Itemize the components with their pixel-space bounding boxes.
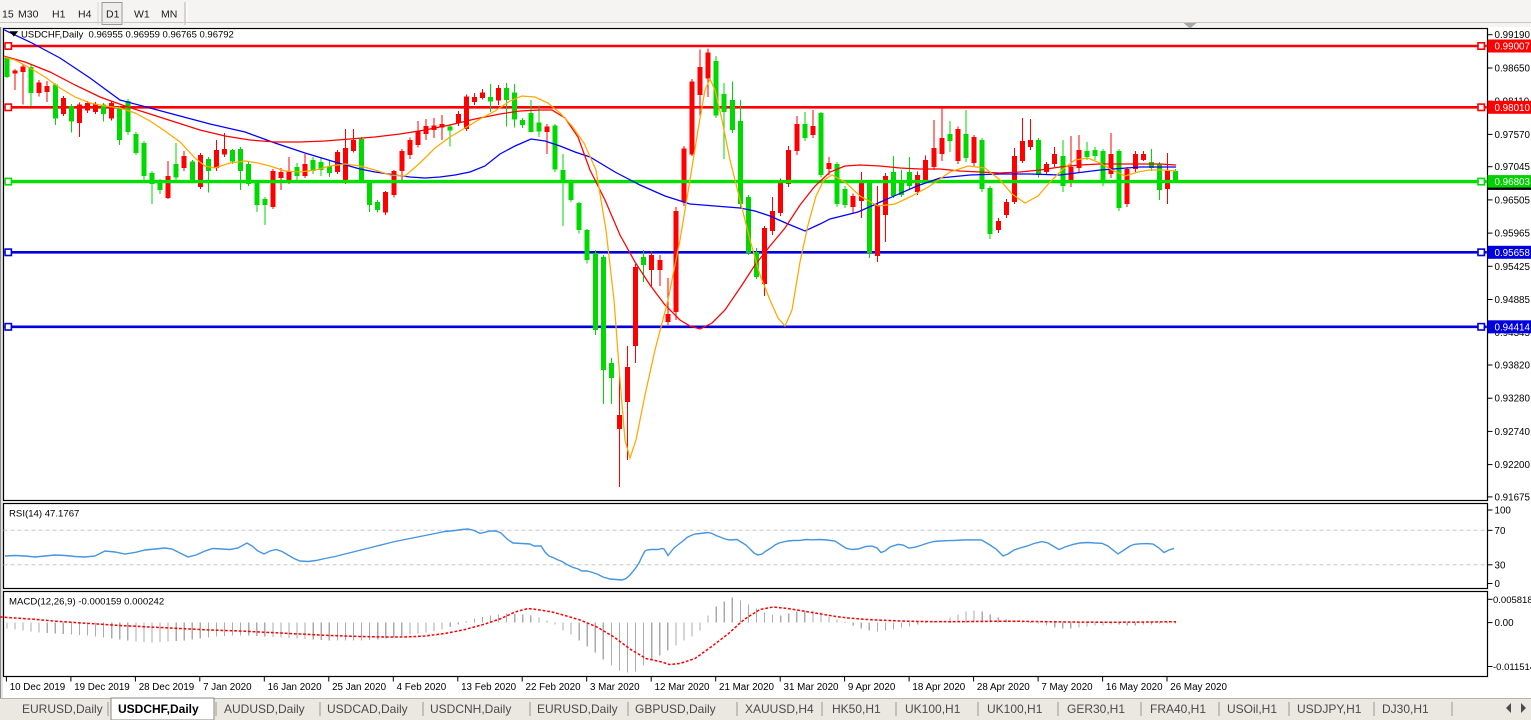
svg-text:0.97570: 0.97570 [1495,130,1531,141]
svg-text:22 Feb 2020: 22 Feb 2020 [526,682,582,693]
svg-text:AUDUSD,Daily: AUDUSD,Daily [224,702,305,716]
svg-text:EURUSD,Daily: EURUSD,Daily [22,702,103,716]
svg-text:28 Apr 2020: 28 Apr 2020 [977,682,1030,693]
svg-text:3 Mar 2020: 3 Mar 2020 [590,682,640,693]
svg-text:70: 70 [1495,526,1506,537]
svg-text:16 Jan 2020: 16 Jan 2020 [268,682,322,693]
svg-text:USDCNH,Daily: USDCNH,Daily [430,702,511,716]
svg-text:30: 30 [1495,560,1506,571]
svg-text:MN: MN [161,9,177,21]
svg-text:0.99007: 0.99007 [1495,42,1530,53]
svg-text:0.95658: 0.95658 [1495,248,1531,259]
svg-text:0.92200: 0.92200 [1495,460,1531,471]
svg-text:UK100,H1: UK100,H1 [905,702,961,716]
svg-text:USDCAD,Daily: USDCAD,Daily [327,702,408,716]
svg-text:0.94345: 0.94345 [1495,328,1531,339]
svg-text:13 Feb 2020: 13 Feb 2020 [461,682,517,693]
svg-text:18 Apr 2020: 18 Apr 2020 [912,682,965,693]
svg-text:28 Dec 2019: 28 Dec 2019 [139,682,195,693]
svg-text:0.93280: 0.93280 [1495,394,1531,405]
svg-text:HK50,H1: HK50,H1 [832,702,881,716]
svg-text:USDCHF,Daily: USDCHF,Daily [118,702,199,716]
svg-text:DJ30,H1: DJ30,H1 [1382,702,1429,716]
svg-text:D1: D1 [106,9,120,21]
svg-text:FRA40,H1: FRA40,H1 [1150,702,1206,716]
svg-text:0.98650: 0.98650 [1495,64,1531,75]
svg-text:M30: M30 [18,9,39,21]
svg-text:9 Apr 2020: 9 Apr 2020 [848,682,896,693]
svg-text:UK100,H1: UK100,H1 [987,702,1043,716]
svg-text:25 Jan 2020: 25 Jan 2020 [332,682,386,693]
svg-text:-0.011514: -0.011514 [1493,662,1531,673]
svg-text:EURUSD,Daily: EURUSD,Daily [537,702,618,716]
svg-text:XAUUSD,H4: XAUUSD,H4 [745,702,814,716]
svg-text:7 Jan 2020: 7 Jan 2020 [203,682,252,693]
svg-text:0.98010: 0.98010 [1495,103,1531,114]
svg-text:RSI(14) 47.1767: RSI(14) 47.1767 [9,509,79,520]
svg-text:100: 100 [1495,506,1512,517]
svg-text:USOil,H1: USOil,H1 [1227,702,1277,716]
svg-text:USDJPY,H1: USDJPY,H1 [1297,702,1362,716]
svg-text:0.96505: 0.96505 [1495,195,1531,206]
svg-text:H4: H4 [78,9,92,21]
svg-text:21 Mar 2020: 21 Mar 2020 [719,682,775,693]
svg-text:W1: W1 [134,9,150,21]
svg-text:0.92740: 0.92740 [1495,427,1531,438]
svg-text:0.94885: 0.94885 [1495,295,1531,306]
svg-text:GBPUSD,Daily: GBPUSD,Daily [635,702,716,716]
svg-text:H1: H1 [52,9,66,21]
svg-text:19 Dec 2019: 19 Dec 2019 [74,682,130,693]
svg-text:0.91675: 0.91675 [1495,492,1531,503]
svg-text:10 Dec 2019: 10 Dec 2019 [10,682,66,693]
svg-text:0: 0 [1495,579,1501,590]
svg-text:GER30,H1: GER30,H1 [1067,702,1125,716]
svg-text:4 Feb 2020: 4 Feb 2020 [397,682,447,693]
svg-text:7 May 2020: 7 May 2020 [1041,682,1093,693]
svg-text:0.005818: 0.005818 [1493,595,1531,606]
svg-text:0.94414: 0.94414 [1495,322,1531,333]
svg-text:0.00: 0.00 [1495,618,1515,629]
svg-text:12 Mar 2020: 12 Mar 2020 [655,682,711,693]
svg-text:26 May 2020: 26 May 2020 [1170,682,1227,693]
svg-text:0.95425: 0.95425 [1495,262,1531,273]
svg-text:0.97045: 0.97045 [1495,162,1531,173]
svg-text:31 Mar 2020: 31 Mar 2020 [784,682,840,693]
svg-text:15: 15 [2,9,14,21]
svg-text:USDCHF,Daily 0.96955 0.96959: USDCHF,Daily 0.96955 0.96959 0.96765 0.9… [21,29,234,40]
svg-text:16 May 2020: 16 May 2020 [1106,682,1163,693]
svg-text:0.96803: 0.96803 [1495,177,1531,188]
svg-text:0.95965: 0.95965 [1495,229,1531,240]
svg-text:0.99190: 0.99190 [1495,30,1531,41]
svg-text:0.93820: 0.93820 [1495,361,1531,372]
svg-text:MACD(12,26,9) -0.000159 0.0002: MACD(12,26,9) -0.000159 0.000242 [9,597,164,608]
